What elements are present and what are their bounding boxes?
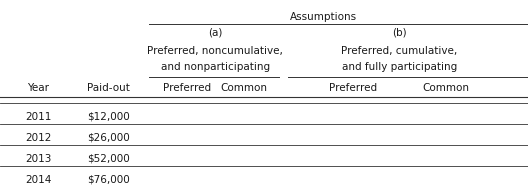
Text: 2012: 2012: [25, 133, 51, 143]
Text: Common: Common: [422, 83, 470, 93]
Text: $26,000: $26,000: [87, 133, 129, 143]
Text: Assumptions: Assumptions: [289, 12, 357, 22]
Text: Year: Year: [27, 83, 49, 93]
Text: Preferred, noncumulative,: Preferred, noncumulative,: [147, 46, 284, 56]
Text: $52,000: $52,000: [87, 154, 129, 164]
Text: (b): (b): [392, 28, 407, 38]
Text: and fully participating: and fully participating: [342, 62, 457, 72]
Text: Common: Common: [220, 83, 268, 93]
Text: $76,000: $76,000: [87, 175, 129, 185]
Text: 2014: 2014: [25, 175, 51, 185]
Text: 2013: 2013: [25, 154, 51, 164]
Text: (a): (a): [208, 28, 223, 38]
Text: Preferred: Preferred: [328, 83, 377, 93]
Text: Preferred: Preferred: [163, 83, 212, 93]
Text: Preferred, cumulative,: Preferred, cumulative,: [341, 46, 457, 56]
Text: $12,000: $12,000: [87, 112, 129, 122]
Text: Paid-out: Paid-out: [87, 83, 130, 93]
Text: 2011: 2011: [25, 112, 51, 122]
Text: and nonparticipating: and nonparticipating: [161, 62, 270, 72]
